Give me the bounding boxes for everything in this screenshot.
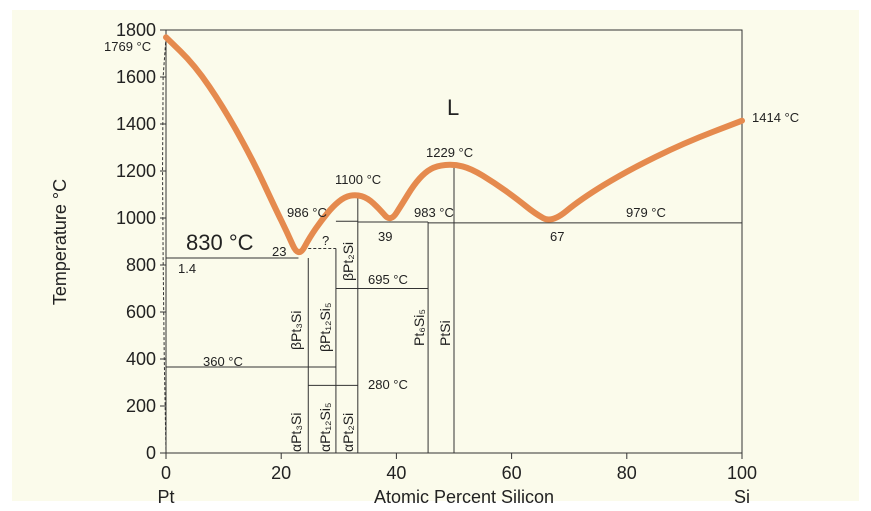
y-axis-title: Temperature °C <box>50 179 70 305</box>
phase-ptsi: PtSi <box>437 320 453 346</box>
composition-39-label: 39 <box>378 229 392 244</box>
liquidus-curve <box>163 34 745 256</box>
phase-alpha-pt2si: αPt₂Si <box>340 413 356 452</box>
composition-1-4-label: 1.4 <box>178 261 196 276</box>
y-tick-label: 800 <box>126 255 156 275</box>
peritectic-986-label: 986 °C <box>287 205 327 220</box>
composition-67-label: 67 <box>550 229 564 244</box>
pt-solvus-dashed-line <box>162 37 167 454</box>
eutectic-983-label: 983 °C <box>414 205 454 220</box>
y-tick-label: 0 <box>146 443 156 463</box>
x-tick-label: 100 <box>727 463 757 483</box>
composition-23-label: 23 <box>272 244 286 259</box>
y-tick-label: 1400 <box>116 114 156 134</box>
x-end-label-right: Si <box>734 487 750 507</box>
phase-pt6si5: Pt₆Si₅ <box>411 309 427 346</box>
chart-background <box>12 10 859 501</box>
x-axis-title: Atomic Percent Silicon <box>374 487 554 507</box>
axis-ticks: 0 200 400 600 800 1000 1200 1400 1600 1800 0 20 40 60… <box>116 20 757 483</box>
y-tick-label: 1600 <box>116 67 156 87</box>
maximum-1229-label: 1229 °C <box>426 145 473 160</box>
eutectic-979-label: 979 °C <box>626 205 666 220</box>
pt-melting-point-label: 1769 °C <box>104 39 151 54</box>
maximum-1100-label: 1100 °C <box>335 172 381 187</box>
phase-beta-pt12si5: βPt₁₂Si₅ <box>317 302 333 352</box>
y-tick-label: 1200 <box>116 161 156 181</box>
y-tick-label: 1800 <box>116 20 156 40</box>
phase-beta-pt3si: βPt₃Si <box>288 311 304 350</box>
y-tick-label: 600 <box>126 302 156 322</box>
x-tick-label: 80 <box>617 463 637 483</box>
eutectic-830-label: 830 °C <box>186 230 254 255</box>
x-tick-label: 0 <box>161 463 171 483</box>
transition-360-label: 360 °C <box>203 354 243 369</box>
y-tick-label: 400 <box>126 349 156 369</box>
y-tick-label: 1000 <box>116 208 156 228</box>
transition-695-label: 695 °C <box>368 272 408 287</box>
transition-280-label: 280 °C <box>368 377 408 392</box>
x-tick-label: 40 <box>386 463 406 483</box>
phase-alpha-pt12si5: αPt₁₂Si₅ <box>317 402 333 452</box>
liquid-region-label: L <box>447 95 459 120</box>
x-end-label-left: Pt <box>157 487 174 507</box>
x-tick-label: 60 <box>502 463 522 483</box>
si-melting-point-label: 1414 °C <box>752 110 799 125</box>
phase-alpha-pt3si: αPt₃Si <box>288 413 304 452</box>
x-tick-label: 20 <box>271 463 291 483</box>
phase-boundaries <box>166 164 742 453</box>
y-tick-label: 200 <box>126 396 156 416</box>
unknown-boundary-mark: ? <box>322 233 329 248</box>
phase-beta-pt2si: βPt₂Si <box>340 242 356 281</box>
